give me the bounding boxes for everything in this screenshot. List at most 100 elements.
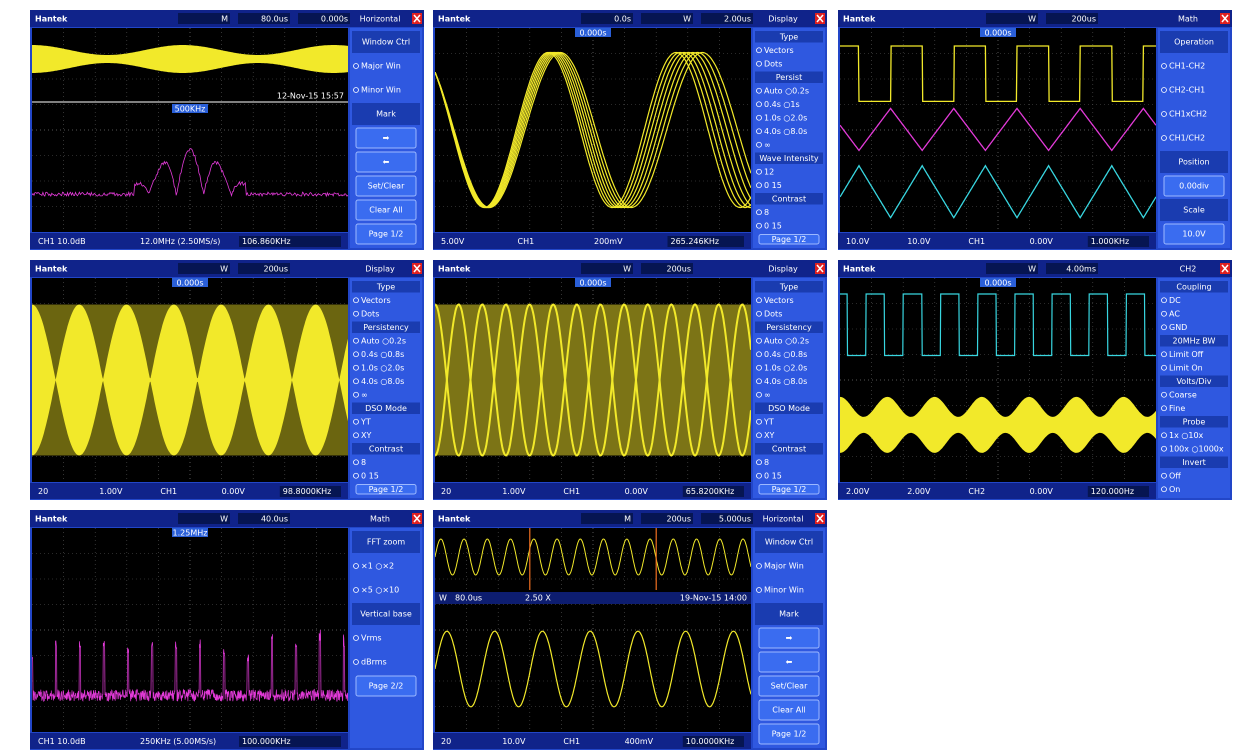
menu-option[interactable]: Vectors xyxy=(764,296,794,305)
menu-option[interactable]: Dots xyxy=(764,309,782,318)
menu-option[interactable]: Dots xyxy=(361,309,379,318)
scope-panel: HantekW200usDisplayTypeVectorsDotsPersis… xyxy=(30,260,424,500)
menu-option[interactable]: Coarse xyxy=(1169,390,1197,399)
menu-button-label[interactable]: ➡ xyxy=(383,134,390,143)
menu-option[interactable]: YT xyxy=(763,417,774,426)
menu-button-label[interactable]: Clear All xyxy=(772,706,805,715)
menu-option[interactable]: XY xyxy=(764,431,774,440)
menu-option[interactable]: ∞ xyxy=(361,390,368,399)
menu-button-label[interactable]: 10.0V xyxy=(1182,230,1206,239)
menu-option[interactable]: YT xyxy=(360,417,371,426)
menu-heading: Type xyxy=(779,282,798,291)
menu-button-label[interactable]: Page 1/2 xyxy=(369,485,404,494)
menu-option[interactable]: 1x ○10x xyxy=(1169,431,1204,440)
menu-option[interactable]: AC xyxy=(1169,309,1180,318)
menu-option[interactable]: Auto ○0.2s xyxy=(764,336,809,345)
menu-title: Horizontal xyxy=(360,15,401,24)
menu-option[interactable]: Vectors xyxy=(764,46,794,55)
menu-option[interactable]: ∞ xyxy=(764,390,771,399)
menu-button-label[interactable]: Page 1/2 xyxy=(772,730,807,739)
menu-heading: Mark xyxy=(376,110,396,119)
top-label: M xyxy=(624,515,631,524)
top-label: W xyxy=(1028,265,1036,274)
menu-option[interactable]: 1.0s ○2.0s xyxy=(764,113,807,122)
menu-option[interactable]: 4.0s ○8.0s xyxy=(361,377,404,386)
menu-button-label[interactable]: Page 1/2 xyxy=(772,235,807,244)
menu-option[interactable]: 8 xyxy=(764,208,769,217)
status-label: 65.8200KHz xyxy=(686,487,735,496)
menu-button-label[interactable]: ⬅ xyxy=(786,658,793,667)
menu-option[interactable]: ×5 ○×10 xyxy=(361,586,399,595)
menu-option[interactable]: Minor Win xyxy=(764,586,804,595)
menu-option[interactable]: On xyxy=(1169,485,1180,494)
menu-option[interactable]: CH1-CH2 xyxy=(1169,62,1205,71)
scope-panel: HantekW4.00msCH2CouplingDCACGND20MHz BWL… xyxy=(838,260,1232,500)
menu-option[interactable]: CH1xCH2 xyxy=(1169,110,1207,119)
menu-option[interactable]: Auto ○0.2s xyxy=(361,336,406,345)
menu-option[interactable]: 0.4s ○0.8s xyxy=(361,350,404,359)
status-label: 12.0MHz (2.50MS/s) xyxy=(140,237,220,246)
menu-option[interactable]: Auto ○0.2s xyxy=(764,86,809,95)
menu-heading: Type xyxy=(376,282,395,291)
top-label: W xyxy=(1028,15,1036,24)
menu-option[interactable]: 0 15 xyxy=(361,471,379,480)
menu-option[interactable]: Limit Off xyxy=(1169,350,1204,359)
menu-option[interactable]: 0.4s ○0.8s xyxy=(764,350,807,359)
menu-title: Math xyxy=(1178,15,1198,24)
menu-option[interactable]: 8 xyxy=(361,458,366,467)
menu-option[interactable]: 8 xyxy=(764,458,769,467)
menu-heading: Coupling xyxy=(1176,282,1211,291)
menu-option[interactable]: Dots xyxy=(764,59,782,68)
menu-option[interactable]: GND xyxy=(1169,323,1187,332)
status-label: 100.000KHz xyxy=(242,737,291,746)
menu-title: Display xyxy=(365,265,395,274)
menu-button-label[interactable]: Page 2/2 xyxy=(369,682,404,691)
menu-option[interactable]: 0.4s ○1s xyxy=(764,100,800,109)
menu-option[interactable]: 100x ○1000x xyxy=(1169,444,1224,453)
menu-option[interactable]: Minor Win xyxy=(361,86,401,95)
menu-option[interactable]: 12 xyxy=(764,167,774,176)
menu-option[interactable]: 0 15 xyxy=(764,221,782,230)
menu-option[interactable]: 4.0s ○8.0s xyxy=(764,127,807,136)
menu-heading: DSO Mode xyxy=(768,404,810,413)
menu-heading: Invert xyxy=(1182,458,1206,467)
menu-button-label[interactable]: Set/Clear xyxy=(368,182,405,191)
menu-option[interactable]: 1.0s ○2.0s xyxy=(764,363,807,372)
menu-option[interactable]: Limit On xyxy=(1169,363,1203,372)
menu-option[interactable]: Vrms xyxy=(361,634,382,643)
menu-option[interactable]: Fine xyxy=(1169,404,1185,413)
status-label: 106.860KHz xyxy=(242,237,291,246)
menu-option[interactable]: ×1 ○×2 xyxy=(361,562,394,571)
menu-heading: Contrast xyxy=(772,194,806,203)
menu-option[interactable]: 0 15 xyxy=(764,471,782,480)
menu-heading: FFT zoom xyxy=(367,538,405,547)
menu-option[interactable]: CH1/CH2 xyxy=(1169,134,1205,143)
scope-panel: HantekM80.0us0.000sHorizontalWindow Ctrl… xyxy=(30,10,424,250)
menu-option[interactable]: Major Win xyxy=(764,562,804,571)
status-label: 0.00V xyxy=(1030,487,1054,496)
menu-option[interactable]: XY xyxy=(361,431,371,440)
menu-option[interactable]: CH2-CH1 xyxy=(1169,86,1205,95)
menu-option[interactable]: 1.0s ○2.0s xyxy=(361,363,404,372)
menu-heading: Persistency xyxy=(766,323,812,332)
menu-option[interactable]: dBrms xyxy=(361,658,387,667)
menu-button-label[interactable]: Page 1/2 xyxy=(369,230,404,239)
menu-option[interactable]: Off xyxy=(1169,471,1181,480)
brand-label: Hantek xyxy=(438,265,471,274)
menu-button-label[interactable]: Clear All xyxy=(369,206,402,215)
menu-option[interactable]: 0 15 xyxy=(764,181,782,190)
menu-button-label[interactable]: 0.00div xyxy=(1179,182,1209,191)
menu-option[interactable]: 4.0s ○8.0s xyxy=(764,377,807,386)
status-label: 0.00V xyxy=(1030,237,1054,246)
menu-button-label[interactable]: Page 1/2 xyxy=(772,485,807,494)
menu-button-label[interactable]: ➡ xyxy=(786,634,793,643)
menu-button-label[interactable]: Set/Clear xyxy=(771,682,808,691)
menu-option[interactable]: Vectors xyxy=(361,296,391,305)
status-label: 10.0V xyxy=(907,237,931,246)
menu-button-label[interactable]: ⬅ xyxy=(383,158,390,167)
menu-option[interactable]: DC xyxy=(1169,296,1181,305)
brand-label: Hantek xyxy=(438,515,471,524)
menu-option[interactable]: ∞ xyxy=(764,140,771,149)
menu-option[interactable]: Major Win xyxy=(361,62,401,71)
menu-title: Display xyxy=(768,265,798,274)
